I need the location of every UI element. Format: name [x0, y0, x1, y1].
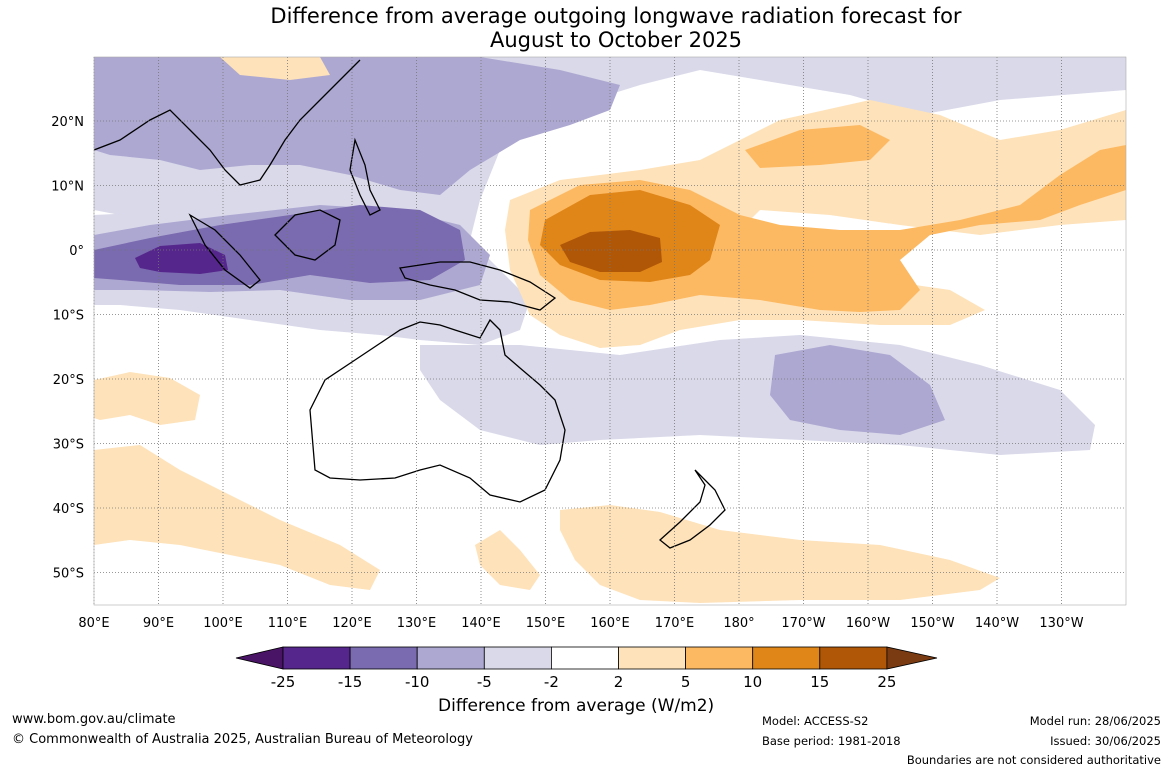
website-text: www.bom.gov.au/climate: [12, 712, 176, 727]
latitude-labels: 20°N 10°N 0° 10°S 20°S 30°S 40°S 50°S: [51, 115, 84, 582]
lat-label: 20°N: [51, 115, 84, 130]
lon-label: 110°E: [268, 616, 308, 631]
lat-label: 20°S: [53, 373, 84, 388]
lon-label: 100°E: [203, 616, 243, 631]
anomaly-field: [94, 57, 1126, 605]
colorbar-tick-label: -5: [477, 673, 492, 691]
lon-label: 160°E: [590, 616, 630, 631]
lat-label: 10°N: [51, 180, 84, 195]
contour-light-orange-west-australia: [94, 372, 200, 425]
colorbar-tick-label: -15: [338, 673, 363, 691]
disclaimer-text: Boundaries are not considered authoritat…: [906, 753, 1161, 767]
issued-text: Issued: 30/06/2025: [1050, 734, 1161, 748]
lon-label: 140°E: [461, 616, 501, 631]
lon-label: 150°E: [526, 616, 566, 631]
colorbar-swatch: [551, 646, 619, 670]
colorbar-tick-label: 10: [743, 673, 762, 691]
borneo-coastline: [274, 209, 341, 261]
contour-darkest-orange: [560, 230, 662, 272]
colorbar: -25 -15 -10 -5 -2 2 5 10 15 25: [235, 646, 938, 691]
contour-light-orange-top: [220, 57, 330, 80]
contour-mid-purple-south: [770, 345, 945, 435]
title-line-1: Difference from average outgoing longwav…: [270, 4, 962, 28]
lat-label: 10°S: [53, 309, 84, 324]
colorbar-max-arrow: [886, 646, 938, 670]
lon-label: 170°E: [655, 616, 695, 631]
colorbar-swatch: [483, 646, 552, 670]
colorbar-swatch: [416, 646, 485, 670]
colorbar-tick-label: -25: [271, 673, 296, 691]
lat-label: 0°: [69, 244, 84, 259]
graticule: [93, 57, 1126, 605]
contour-darkest-purple: [135, 243, 228, 274]
map-frame: [93, 56, 1127, 606]
contour-light-orange-southeast: [560, 505, 1000, 603]
colorbar-min-arrow: [235, 646, 284, 670]
new-zealand-coastline: [658, 469, 726, 549]
colorbar-tick-label: 5: [681, 673, 691, 691]
lon-label: 80°E: [78, 616, 109, 631]
lon-label: 160°W: [846, 616, 890, 631]
contour-mid-purple-north: [94, 57, 620, 195]
copyright-text: © Commonwealth of Australia 2025, Austra…: [12, 732, 473, 747]
lon-label: 130°E: [397, 616, 437, 631]
colorbar-swatch: [349, 646, 418, 670]
contour-light-orange-tasman: [475, 530, 540, 590]
sumatra-coastline: [188, 213, 261, 289]
model-text: Model: ACCESS-S2: [762, 714, 869, 728]
colorbar-tick-label: -2: [544, 673, 559, 691]
lon-label: 140°W: [975, 616, 1019, 631]
australia-coastline: [309, 318, 566, 503]
contour-mid-orange-northeast: [745, 125, 890, 168]
lon-label: 120°E: [332, 616, 372, 631]
lon-label: 180°: [723, 616, 754, 631]
coastlines: [94, 59, 726, 549]
lat-label: 40°S: [53, 502, 84, 517]
lat-label: 50°S: [53, 567, 84, 582]
asia-coastline: [94, 59, 361, 186]
chart-title: Difference from average outgoing longwav…: [0, 4, 1173, 52]
contour-light-orange-southwest: [94, 445, 380, 590]
lon-label: 130°W: [1039, 616, 1083, 631]
new-guinea-coastline: [399, 261, 557, 311]
title-line-2: August to October 2025: [489, 28, 743, 52]
colorbar-tick-label: -10: [405, 673, 430, 691]
lat-label: 30°S: [53, 438, 84, 453]
model-run-text: Model run: 28/06/2025: [1029, 714, 1161, 728]
longitude-labels: 80°E 90°E 100°E 110°E 120°E 130°E 140°E 150°E 16…: [78, 616, 1083, 631]
colorbar-swatch: [752, 646, 821, 670]
lon-label: 170°W: [781, 616, 825, 631]
colorbar-swatch: [685, 646, 754, 670]
colorbar-swatch: [618, 646, 686, 670]
colorbar-swatch: [819, 646, 888, 670]
lon-label: 150°W: [910, 616, 954, 631]
colorbar-title: Difference from average (W/m2): [438, 696, 715, 716]
lon-label: 90°E: [143, 616, 174, 631]
base-period-text: Base period: 1981-2018: [762, 734, 901, 748]
colorbar-tick-label: 15: [810, 673, 829, 691]
colorbar-tick-label: 2: [614, 673, 624, 691]
colorbar-tick-label: 25: [877, 673, 896, 691]
colorbar-swatch: [282, 646, 351, 670]
